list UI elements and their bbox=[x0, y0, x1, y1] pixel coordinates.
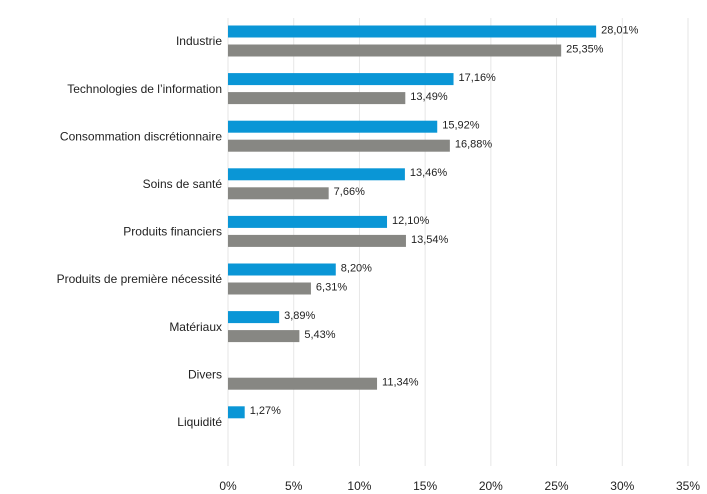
x-tick-label: 5% bbox=[285, 479, 303, 493]
x-tick-label: 15% bbox=[413, 479, 437, 493]
value-label: 13,54% bbox=[411, 234, 449, 246]
value-label: 12,10% bbox=[392, 215, 430, 227]
category-label: Liquidité bbox=[177, 415, 222, 429]
category-label: Industrie bbox=[176, 34, 222, 48]
x-tick-label: 35% bbox=[676, 479, 700, 493]
x-tick-label: 10% bbox=[347, 479, 371, 493]
bar bbox=[228, 92, 406, 105]
bar bbox=[228, 330, 300, 343]
category-label: Matériaux bbox=[169, 320, 222, 334]
bar bbox=[228, 234, 406, 247]
value-label: 11,34% bbox=[382, 377, 419, 389]
bar bbox=[228, 139, 450, 152]
category-label: Consommation discrétionnaire bbox=[60, 129, 222, 143]
value-label: 8,20% bbox=[341, 262, 372, 274]
value-label: 5,43% bbox=[304, 329, 335, 341]
value-label: 15,92% bbox=[442, 120, 480, 132]
bar bbox=[228, 120, 438, 133]
value-label: 16,88% bbox=[455, 139, 493, 151]
category-label: Technologies de l’information bbox=[67, 82, 222, 96]
bar bbox=[228, 282, 311, 295]
value-label: 25,35% bbox=[566, 43, 604, 55]
bar bbox=[228, 263, 336, 276]
bar bbox=[228, 187, 329, 200]
value-label: 17,16% bbox=[459, 72, 497, 84]
category-label: Soins de santé bbox=[143, 177, 223, 191]
x-tick-label: 20% bbox=[479, 479, 503, 493]
value-label: 13,46% bbox=[410, 167, 448, 179]
bar bbox=[228, 406, 245, 419]
x-tick-label: 30% bbox=[610, 479, 634, 493]
bar bbox=[228, 311, 280, 324]
bar bbox=[228, 44, 562, 57]
value-label: 7,66% bbox=[334, 186, 365, 198]
bar bbox=[228, 25, 597, 38]
category-label: Produits financiers bbox=[123, 225, 222, 239]
x-tick-label: 25% bbox=[545, 479, 569, 493]
value-label: 3,89% bbox=[284, 310, 315, 322]
bar bbox=[228, 168, 405, 181]
bar bbox=[228, 215, 388, 228]
value-label: 6,31% bbox=[316, 281, 347, 293]
category-label: Divers bbox=[188, 367, 222, 381]
bar bbox=[228, 377, 378, 390]
x-tick-label: 0% bbox=[219, 479, 237, 493]
value-label: 1,27% bbox=[250, 405, 281, 417]
value-label: 13,49% bbox=[410, 91, 448, 103]
value-label: 28,01% bbox=[601, 24, 639, 36]
bar bbox=[228, 73, 454, 86]
category-label: Produits de première nécessité bbox=[57, 272, 223, 286]
